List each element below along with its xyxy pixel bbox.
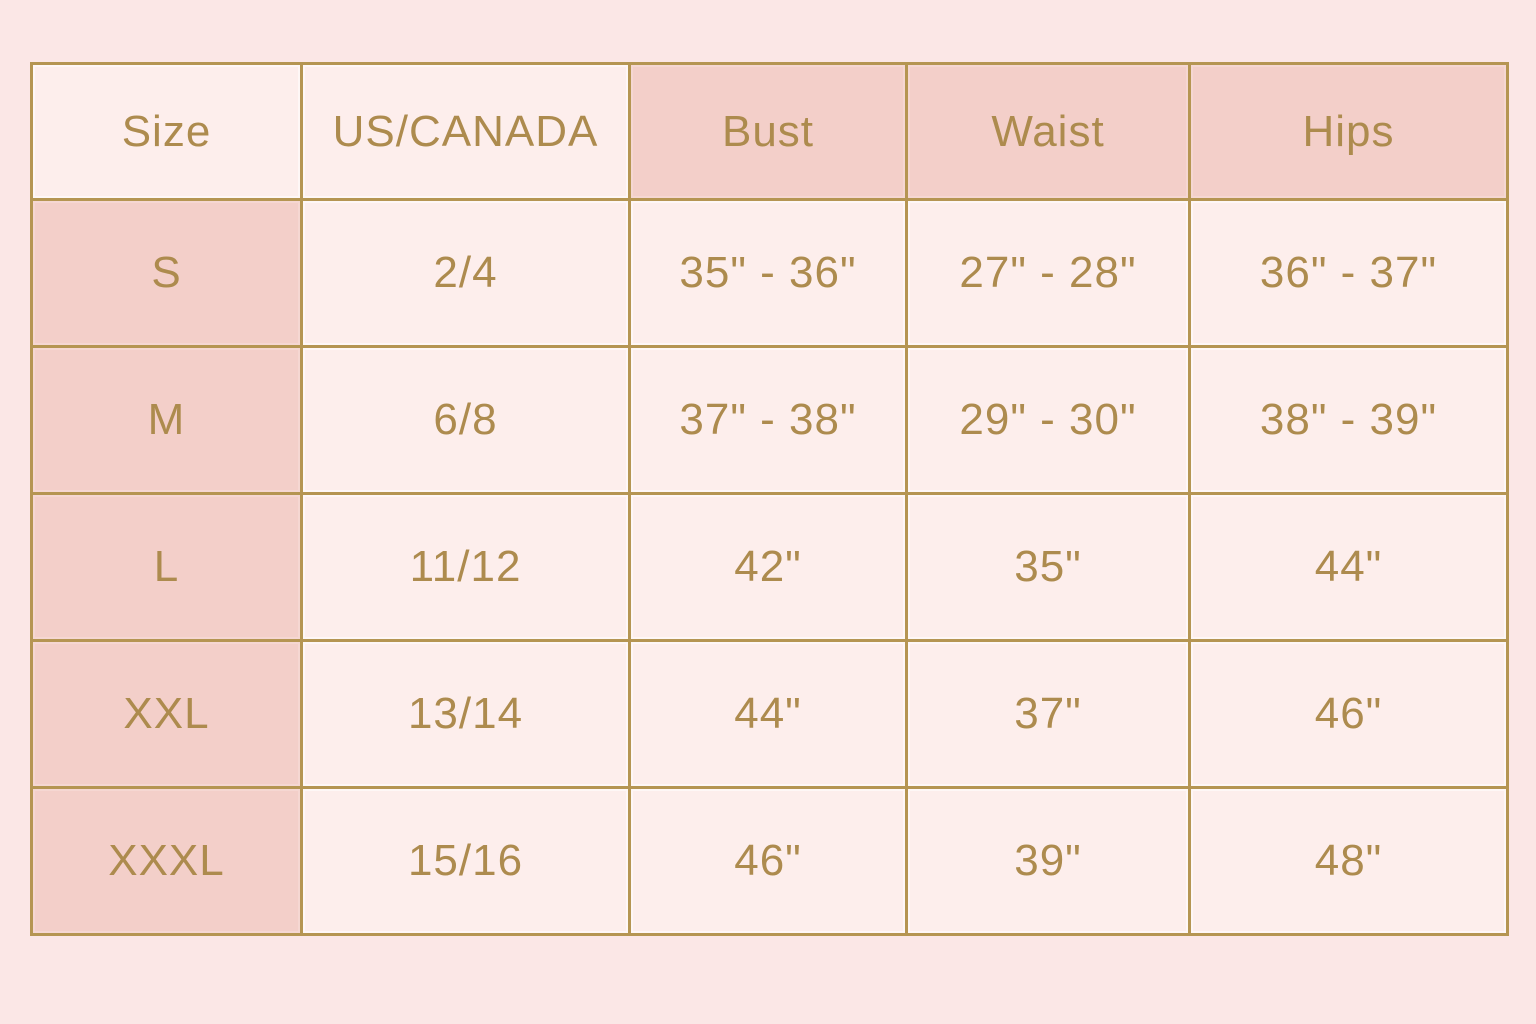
- size-label: S: [30, 198, 303, 348]
- hips-value: 44": [1188, 492, 1509, 642]
- waist-value: 27" - 28": [905, 198, 1191, 348]
- us-canada-value: 2/4: [300, 198, 631, 348]
- table-row-xxxl: XXXL 15/16 46" 39" 48": [30, 786, 1509, 936]
- hips-value: 36" - 37": [1188, 198, 1509, 348]
- bust-value: 42": [628, 492, 908, 642]
- us-canada-value: 6/8: [300, 345, 631, 495]
- size-label: L: [30, 492, 303, 642]
- column-header-bust: Bust: [628, 62, 908, 201]
- table-row-m: M 6/8 37" - 38" 29" - 30" 38" - 39": [30, 345, 1509, 495]
- waist-value: 37": [905, 639, 1191, 789]
- us-canada-value: 13/14: [300, 639, 631, 789]
- column-header-us-canada: US/CANADA: [300, 62, 631, 201]
- header-row: Size US/CANADA Bust Waist Hips: [30, 62, 1509, 201]
- hips-value: 46": [1188, 639, 1509, 789]
- column-header-waist: Waist: [905, 62, 1191, 201]
- size-label: M: [30, 345, 303, 495]
- size-chart-table: Size US/CANADA Bust Waist Hips S 2/4 35"…: [30, 62, 1509, 936]
- size-label: XXL: [30, 639, 303, 789]
- waist-value: 39": [905, 786, 1191, 936]
- waist-value: 35": [905, 492, 1191, 642]
- us-canada-value: 11/12: [300, 492, 631, 642]
- bust-value: 46": [628, 786, 908, 936]
- column-header-hips: Hips: [1188, 62, 1509, 201]
- us-canada-value: 15/16: [300, 786, 631, 936]
- table-row-xxl: XXL 13/14 44" 37" 46": [30, 639, 1509, 789]
- bust-value: 35" - 36": [628, 198, 908, 348]
- table-row-s: S 2/4 35" - 36" 27" - 28" 36" - 37": [30, 198, 1509, 348]
- column-header-size: Size: [30, 62, 303, 201]
- table-row-l: L 11/12 42" 35" 44": [30, 492, 1509, 642]
- size-label: XXXL: [30, 786, 303, 936]
- hips-value: 38" - 39": [1188, 345, 1509, 495]
- bust-value: 44": [628, 639, 908, 789]
- waist-value: 29" - 30": [905, 345, 1191, 495]
- hips-value: 48": [1188, 786, 1509, 936]
- bust-value: 37" - 38": [628, 345, 908, 495]
